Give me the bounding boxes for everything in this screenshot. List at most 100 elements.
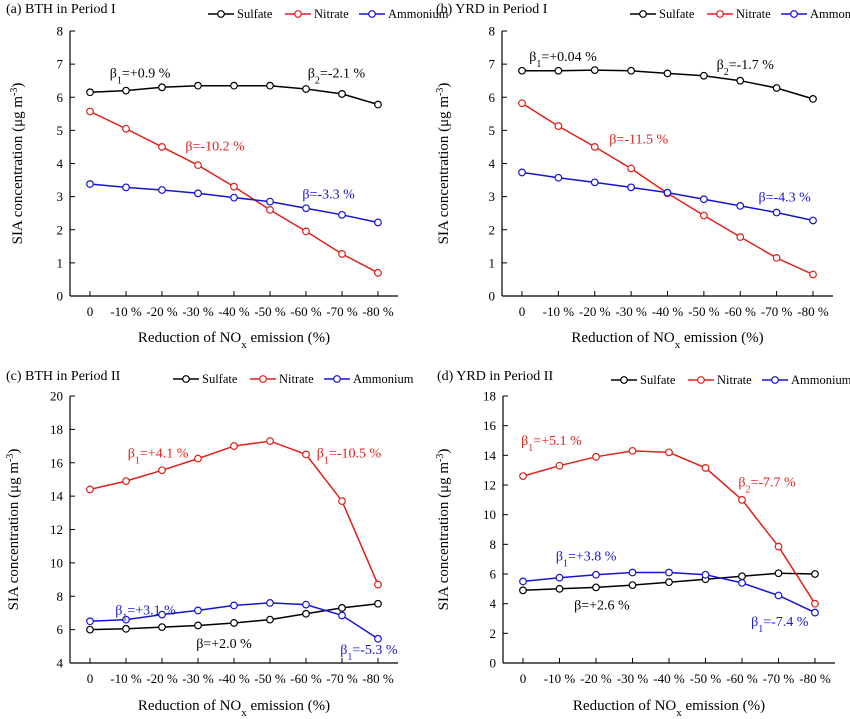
panel-a-x-tick-label: 0 [87, 304, 94, 319]
panel-b-x-tick-label: -20 % [579, 304, 611, 319]
panel-c-y-tick-label: 6 [57, 622, 64, 637]
panel-d-legend-nitrate-marker [697, 376, 705, 384]
panel-a-y-tick-label: 5 [57, 123, 64, 138]
panel-c-sulfate-point [338, 604, 346, 612]
panel-d-beta-annotation: β1=+3.8 % [556, 550, 617, 570]
panel-d-x-tick-label: 0 [520, 671, 527, 686]
panel-d-legend-ammonium-marker [771, 376, 779, 384]
panel-d-x-tick-label: -70 % [763, 671, 795, 686]
panel-a-y-tick-label: 3 [57, 189, 64, 204]
panel-c-x-tick-label: -80 % [362, 671, 394, 686]
panel-d-ammonium-point [628, 568, 637, 577]
panel-a-y-tick-label: 1 [57, 255, 64, 270]
panel-c-sulfate-point [194, 621, 202, 630]
panel-a-beta-annotation: β=-10.2 % [185, 139, 245, 154]
panel-a-nitrate-point [230, 182, 238, 191]
panel-d-ammonium-point [555, 573, 564, 582]
panel-a-ammonium-point [266, 197, 274, 206]
panel-d-sulfate-point [665, 578, 673, 587]
panel-d-x-tick-label: -20 % [580, 671, 612, 686]
panel-a-nitrate-point [266, 205, 274, 214]
panel-b-ammonium-point [627, 183, 636, 192]
panel-b-legend-ammonium: Ammonium [781, 7, 850, 21]
panel-a-beta-annotation: β=-3.3 % [302, 187, 355, 202]
panel-b-nitrate-point [736, 233, 745, 241]
panel-d-y-tick-label: 8 [490, 537, 497, 552]
panel-d-sulfate-point [811, 570, 819, 578]
panel-c-legend-sulfate: Sulfate [173, 372, 238, 386]
panel-b-y-tick-label: 0 [489, 289, 496, 304]
panel-c-y-axis-title: SIA concentration (μg m-3) [5, 449, 23, 611]
panel-c-sulfate-point [86, 625, 94, 634]
panel-c-sulfate-point [374, 599, 382, 608]
panel-a-sulfate-point [302, 85, 310, 93]
panel-c-x-tick-label: 0 [87, 671, 94, 686]
panel-a-legend-sulfate-marker [217, 10, 225, 18]
panel-b-ammonium-point [809, 216, 817, 225]
panel-a-sulfate-point [230, 81, 238, 90]
panel-d-ammonium-point [592, 570, 600, 579]
panel-b-sulfate-point [518, 66, 526, 75]
panel-b-sulfate-point [627, 66, 636, 75]
panel-a-legend-ammonium-label: Ammonium [388, 7, 449, 21]
panel-d-ammonium-point [701, 570, 710, 579]
panel-c-y-tick-label: 8 [57, 589, 64, 604]
panel-d-nitrate-point [811, 599, 819, 608]
panel-d-nitrate-point [519, 472, 527, 481]
panel-b-sulfate-point [736, 76, 745, 85]
panel-c-nitrate-point [86, 485, 94, 494]
panel-b-x-tick-label: -80 % [797, 304, 829, 319]
panel-c-y-tick-label: 18 [50, 422, 63, 437]
panel-c-x-axis-title: Reduction of NOx emission (%) [138, 698, 330, 719]
panel-c-nitrate-point [230, 442, 238, 450]
panel-d-ammonium-point [738, 579, 746, 587]
panel-c-nitrate-point [374, 580, 382, 589]
panel-a-y-axis-title: SIA concentration (μg m-3) [9, 83, 27, 245]
panel-b-ammonium-point [736, 201, 745, 210]
panel-a-legend-sulfate: Sulfate [208, 7, 273, 21]
panel-a-beta-annotation: β1=+0.9 % [110, 66, 171, 86]
panel-a-sulfate-point [194, 81, 202, 90]
panel-c-y-tick-label: 16 [50, 455, 64, 470]
panel-a-x-tick-label: -70 % [326, 304, 358, 319]
panel-a-legend-nitrate-label: Nitrate [314, 7, 349, 21]
panel-b-sulfate-point [663, 69, 672, 78]
panel-c-x-tick-label: -20 % [146, 671, 178, 686]
panel-d-nitrate-point [665, 448, 673, 457]
panel-b-x-tick-label: -30 % [615, 304, 647, 319]
panel-b-ammonium-point [663, 188, 672, 197]
panel-d-x-tick-label: -30 % [617, 671, 649, 686]
panel-d-legend-sulfate-marker [620, 376, 628, 384]
panel-a-sulfate-point [86, 88, 94, 97]
panel-c-legend-sulfate-label: Sulfate [202, 372, 238, 386]
panel-b-sulfate-point [590, 66, 599, 74]
panel-a-ammonium-point [86, 180, 94, 188]
panel-b-y-tick-label: 2 [489, 222, 496, 237]
panel-b-legend-nitrate: Nitrate [707, 7, 771, 21]
panel-a-nitrate-point [158, 143, 166, 151]
panel-c-sulfate-point [122, 624, 130, 633]
panel-d-nitrate-point [774, 542, 783, 551]
panel-b-y-tick-label: 7 [489, 57, 496, 72]
panel-b-nitrate-point [590, 143, 599, 151]
panel-a-x-tick-label: -30 % [182, 304, 214, 319]
panel-d-y-axis-title: SIA concentration (μg m-3) [435, 449, 453, 611]
panel-d-nitrate-point [592, 452, 600, 461]
panel-c-legend-nitrate-label: Nitrate [279, 372, 314, 386]
panel-a-y-tick-label: 0 [57, 289, 64, 304]
panel-c-beta-annotation: β1=+3.1 % [115, 604, 176, 624]
panel-d-y-tick-label: 2 [490, 626, 497, 641]
panel-b-y-tick-label: 6 [489, 90, 496, 105]
panel-a-nitrate-point [122, 124, 130, 133]
panel-b-x-tick-label: -10 % [543, 304, 575, 319]
panel-b-y-axis-title: SIA concentration (μg m-3) [435, 83, 453, 245]
panel-a-y-tick-label: 2 [57, 222, 64, 237]
panel-c-nitrate-point [338, 497, 346, 506]
panel-d-sulfate-point [592, 583, 600, 592]
panel-b-nitrate-point [699, 211, 708, 220]
panel-c-ammonium-point [230, 601, 238, 610]
panel-d-nitrate-point [701, 464, 710, 472]
